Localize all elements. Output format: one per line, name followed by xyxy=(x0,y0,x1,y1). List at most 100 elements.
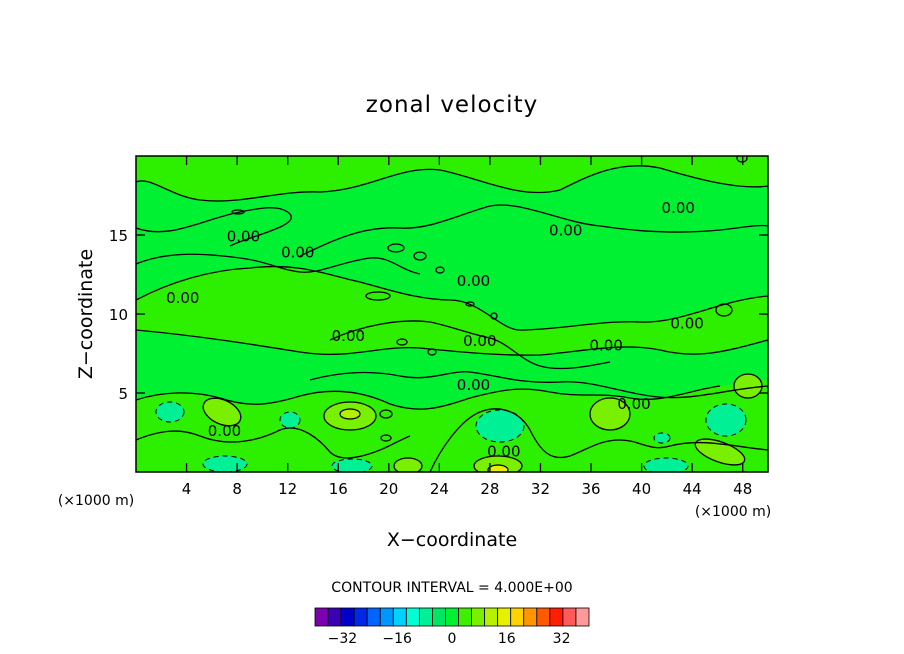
colorbar-swatch xyxy=(314,607,329,627)
x-tick-label: 24 xyxy=(430,480,449,498)
contour-line xyxy=(136,165,768,202)
contour-label: 0.00 xyxy=(590,337,623,355)
cell-negative xyxy=(203,456,247,472)
contour-label: 0.00 xyxy=(463,332,496,350)
colorbar-swatch xyxy=(484,607,499,627)
contour-line xyxy=(202,397,242,427)
contour-label: 0.00 xyxy=(227,228,260,246)
contour-line xyxy=(339,408,361,420)
colorbar-swatch xyxy=(471,607,486,627)
colorbar-swatch xyxy=(575,607,590,627)
colorbar-swatch xyxy=(327,607,342,627)
x-tick-label: 8 xyxy=(232,480,242,498)
contour-line xyxy=(136,427,411,459)
contour-line-negative xyxy=(155,401,185,423)
contour-line xyxy=(323,401,377,431)
contour-line xyxy=(365,291,391,301)
contour-line xyxy=(490,312,498,320)
cell-negative xyxy=(280,412,300,428)
contour-line xyxy=(694,438,746,466)
contour-line xyxy=(487,464,509,472)
cell-positive xyxy=(340,409,360,419)
colorbar-swatch xyxy=(523,607,538,627)
colorbar-swatch xyxy=(353,607,368,627)
contour-line xyxy=(136,329,768,356)
y-axis-label: Z−coordinate xyxy=(75,249,97,379)
contour-lines xyxy=(136,156,768,472)
contour-label: 0.00 xyxy=(332,327,365,345)
colorbar-swatch xyxy=(379,607,394,627)
cell-negative xyxy=(156,402,184,422)
plot-area: 0.00 0.00 0.00 0.00 0.00 0.00 0.00 0.00 0.00 0.00… xyxy=(109,155,769,498)
x-tick-label: 20 xyxy=(379,480,398,498)
contour-label: 0.00 xyxy=(549,221,582,239)
colorbar-swatch xyxy=(366,607,381,627)
contour-line xyxy=(435,266,445,274)
region-upper-positive xyxy=(136,156,768,202)
contour-line xyxy=(733,373,763,399)
contour-line-negative xyxy=(279,411,301,429)
colorbar-tick-label: −16 xyxy=(382,631,412,647)
contour-line xyxy=(299,204,768,257)
contour-line-negative xyxy=(331,458,373,472)
x-tick-label: 16 xyxy=(329,480,348,498)
contour-line xyxy=(231,209,245,215)
contour-line-negative xyxy=(705,403,747,437)
contour-line xyxy=(329,320,611,370)
colorbar-tick-label: 32 xyxy=(553,631,571,647)
x-tick-label: 48 xyxy=(733,480,752,498)
colorbar-swatch xyxy=(418,607,433,627)
contour-line xyxy=(473,455,523,472)
cell-negative xyxy=(332,459,372,472)
colorbar-swatch xyxy=(405,607,420,627)
contour-line-negative xyxy=(202,455,248,472)
y-tick-label: 15 xyxy=(109,227,128,245)
x-axis-label: X−coordinate xyxy=(387,529,517,551)
contour-line xyxy=(393,457,423,472)
cell-positive xyxy=(474,456,522,472)
contour-line xyxy=(136,265,768,331)
contour-line-negative xyxy=(475,409,525,443)
colorbar-tick-label: −32 xyxy=(328,631,358,647)
contour-line-negative xyxy=(653,432,671,444)
cell-positive xyxy=(590,398,630,430)
contour-label: 0.00 xyxy=(166,289,199,307)
x-tick-label: 36 xyxy=(581,480,600,498)
colorbar-swatch xyxy=(340,607,355,627)
colorbar-swatch xyxy=(445,607,459,627)
contour-line xyxy=(387,243,405,253)
contour-label: 0.00 xyxy=(457,376,490,394)
contour-label: 0.00 xyxy=(670,314,703,332)
contour-label: 0.00 xyxy=(662,199,695,217)
contour-line xyxy=(309,371,768,399)
contour-line xyxy=(380,434,392,442)
contour-label: 0.00 xyxy=(457,272,490,290)
contour-line xyxy=(465,301,475,307)
contour-interval-text: CONTOUR INTERVAL = 4.000E+00 xyxy=(331,580,572,596)
colorbar-swatch xyxy=(392,607,407,627)
cell-negative xyxy=(654,433,670,443)
chart-title: zonal velocity xyxy=(366,92,538,118)
contour-label: 0.00 xyxy=(617,395,650,413)
cell-negative xyxy=(644,458,688,472)
contour-line xyxy=(136,253,421,275)
contour-line xyxy=(396,338,408,346)
x-tick-label: 28 xyxy=(480,480,499,498)
contour-line xyxy=(429,408,768,472)
contour-labels: 0.00 0.00 0.00 0.00 0.00 0.00 0.00 0.00 0.00 0.00… xyxy=(166,199,704,460)
cell-positive xyxy=(203,398,241,426)
x-tick-label: 4 xyxy=(182,480,192,498)
cell-positive xyxy=(488,465,508,472)
region-mid-positive xyxy=(136,266,768,356)
contour-line xyxy=(715,303,733,317)
cell-positive xyxy=(695,439,745,465)
colorbar-swatch xyxy=(458,607,472,627)
colorbar-tick-label: 16 xyxy=(498,631,516,647)
cell-positive xyxy=(734,374,762,398)
x-tick-label: 12 xyxy=(278,480,297,498)
contour-line xyxy=(427,348,437,356)
colorbar-tick-label: 0 xyxy=(448,631,457,647)
cell-negative xyxy=(706,404,746,436)
contour-line xyxy=(379,409,393,419)
